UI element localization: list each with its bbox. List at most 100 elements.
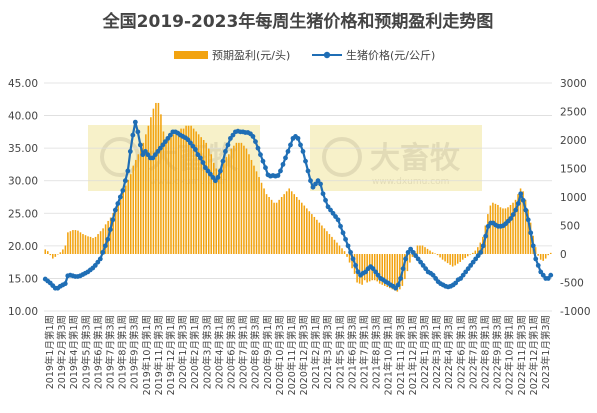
price-point (263, 165, 268, 171)
x-tick-label: 2020年4月第1周 (213, 315, 225, 389)
x-tick-label: 2022年7月第3周 (467, 315, 479, 389)
price-point (250, 134, 256, 139)
price-point (468, 263, 474, 268)
bar (245, 148, 248, 254)
legend-label-line: 生猪价格(元/公斤) (346, 48, 435, 62)
x-tick-label: 2019年10月第1周 (141, 315, 153, 395)
bar (406, 254, 409, 272)
bar (346, 254, 348, 257)
bar (396, 254, 399, 292)
bar (441, 254, 444, 260)
price-point (353, 263, 358, 268)
bar (295, 197, 298, 254)
x-tick-label: 2019年4月第1周 (68, 315, 80, 389)
bar (238, 142, 240, 254)
price-point (120, 188, 126, 193)
price-point (480, 243, 486, 249)
price-point (155, 149, 161, 154)
bar (542, 254, 544, 261)
bar (270, 199, 273, 254)
bar (46, 251, 49, 254)
y-left-tick: 10.00 (8, 306, 38, 318)
y-left-tick: 25.00 (8, 208, 38, 220)
price-point (160, 142, 166, 148)
price-point (187, 140, 193, 146)
bar (89, 236, 92, 254)
bar (306, 208, 308, 254)
price-point (198, 155, 203, 161)
price-point (410, 249, 416, 255)
x-tick-label: 2022年6月第1周 (455, 315, 467, 389)
bar (303, 205, 306, 254)
bar (275, 202, 278, 254)
bar (461, 254, 464, 260)
price-point (117, 194, 123, 200)
bar (547, 254, 550, 256)
bar (69, 231, 72, 254)
price-point (135, 129, 141, 135)
price-point (515, 201, 521, 206)
price-point (400, 266, 406, 272)
price-point (140, 152, 146, 158)
bar (459, 254, 461, 262)
x-tick-label: 2019年2月第3周 (56, 315, 68, 389)
price-point (363, 269, 368, 275)
bar (240, 142, 243, 254)
price-point (460, 272, 466, 278)
price-point (223, 149, 228, 154)
price-point (408, 246, 414, 252)
bar (268, 197, 270, 254)
price-point (475, 253, 481, 259)
x-axis: 2019年1月第1周 2019年2月第3周 2019年4月第1周 2019年5月第3周… (44, 315, 552, 395)
bar (394, 254, 396, 291)
price-point (540, 272, 546, 278)
bar (127, 179, 130, 254)
bar (391, 254, 394, 290)
bar (439, 254, 441, 258)
bar (300, 202, 303, 254)
price-point (258, 152, 263, 158)
price-point (535, 263, 541, 268)
bar (150, 117, 152, 254)
bar (142, 142, 145, 254)
bar (489, 205, 492, 254)
bar (192, 128, 195, 254)
legend-swatch-bar (174, 51, 208, 59)
bar (243, 145, 245, 254)
bar (343, 251, 346, 254)
price-point (165, 135, 171, 141)
bar (361, 254, 363, 285)
price-point (453, 280, 459, 286)
bar (228, 154, 230, 254)
bar (200, 137, 202, 254)
bar (263, 188, 265, 254)
bar (509, 204, 512, 254)
bar (283, 194, 285, 254)
bar (326, 231, 328, 254)
bar (534, 247, 537, 254)
bar (363, 254, 366, 281)
bar (84, 235, 87, 254)
x-tick-label: 2022年8月第1周 (479, 315, 491, 389)
bar (416, 245, 419, 254)
x-tick-label: 2020年7月第1周 (238, 315, 250, 389)
bar (487, 214, 489, 254)
bar (212, 162, 215, 254)
price-point (213, 178, 218, 184)
price-point (208, 171, 213, 177)
price-point (348, 249, 353, 255)
price-point (195, 152, 201, 158)
price-point (483, 233, 489, 239)
price-point (473, 256, 479, 262)
x-tick-label: 2021年10月第1周 (383, 315, 395, 395)
bar (308, 211, 311, 254)
price-point (127, 149, 133, 154)
bar (477, 247, 479, 254)
price-point (420, 263, 426, 268)
bar (446, 254, 449, 264)
x-tick-label: 2020年11月第1周 (286, 315, 298, 395)
bar (135, 159, 137, 254)
bar (499, 207, 502, 254)
x-tick-label: 2021年12月第1周 (407, 315, 419, 395)
